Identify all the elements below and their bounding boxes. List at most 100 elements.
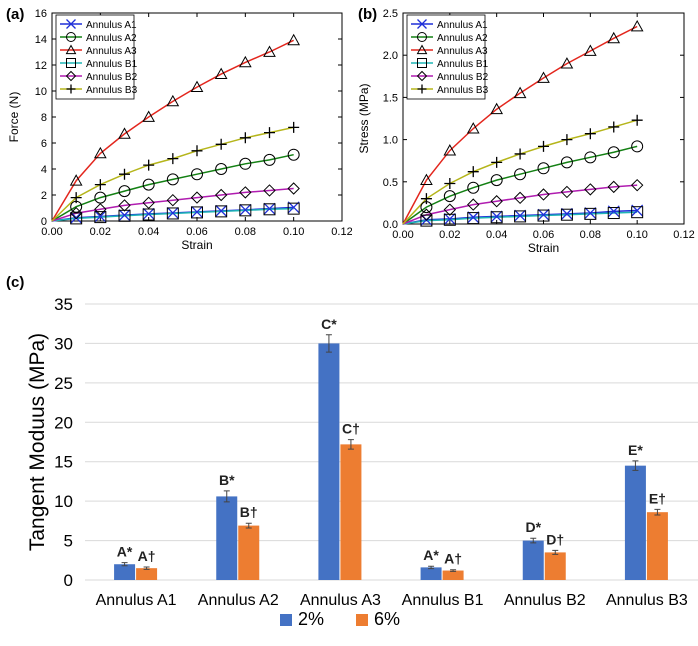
error-bar — [245, 522, 252, 529]
bar-6pct — [136, 568, 158, 580]
category-label: Annulus A3 — [300, 592, 381, 609]
data-point — [215, 205, 228, 218]
data-point — [631, 206, 644, 219]
category-label: Annulus A2 — [198, 592, 279, 609]
x-tick-label: 0.10 — [283, 226, 304, 238]
y-tick-label: 14 — [35, 34, 47, 46]
data-point — [443, 213, 456, 226]
x-tick-label: 0.10 — [626, 229, 647, 241]
y-tick-label: 4 — [41, 164, 47, 176]
data-point — [288, 121, 300, 133]
category-label: Annulus B3 — [606, 592, 688, 609]
chart-b: (b) 0.00 0.02 0.04 0.06 0.08 0.10 0.12 0.0 0.5 1.… — [357, 6, 695, 255]
data-point — [538, 140, 549, 152]
data-point — [584, 183, 597, 196]
data-point — [215, 138, 227, 150]
data-point — [119, 168, 130, 180]
legend-marker — [65, 70, 77, 82]
data-point — [514, 148, 526, 160]
y-tick-label: 6 — [41, 138, 47, 150]
error-bar — [347, 439, 354, 450]
data-point — [143, 159, 155, 171]
y-tick-label: 16 — [35, 8, 47, 20]
data-point — [607, 31, 621, 44]
data-point — [607, 146, 620, 159]
data-point — [166, 207, 179, 220]
data-point — [94, 179, 106, 191]
data-point — [607, 207, 620, 220]
data-point — [537, 209, 550, 222]
panel-label-a: (a) — [6, 6, 24, 23]
y-tick-label: 25 — [54, 374, 73, 393]
bar-2pct — [420, 567, 442, 580]
y-tick-label: 2 — [41, 190, 47, 202]
legend-box — [406, 14, 486, 100]
data-point — [118, 127, 131, 139]
legend-label: Annulus A1 — [437, 20, 488, 31]
data-point — [584, 128, 596, 140]
data-point — [630, 178, 644, 192]
data-point — [514, 210, 527, 223]
data-point — [190, 191, 204, 204]
error-bar — [428, 565, 435, 570]
x-tick-label: 0.06 — [186, 226, 207, 238]
panel-label-c: (c) — [6, 274, 24, 291]
x-tick-label: 0.08 — [580, 229, 601, 241]
y-tick-label: 5 — [64, 532, 73, 551]
data-point — [142, 178, 155, 191]
data-point — [467, 181, 480, 194]
data-point — [584, 207, 597, 220]
error-bar — [654, 508, 661, 516]
bar-annotation: A† — [138, 548, 156, 564]
data-point — [490, 211, 503, 224]
data-point — [537, 208, 550, 221]
error-bar — [530, 537, 537, 544]
legend-label: Annulus A3 — [86, 46, 137, 57]
legend-label: Annulus A2 — [86, 33, 137, 44]
legend-marker — [416, 44, 428, 55]
error-bar — [223, 490, 230, 503]
data-point — [514, 168, 527, 181]
data-point — [287, 182, 300, 195]
data-point — [142, 207, 155, 220]
data-point — [191, 205, 203, 218]
data-point — [444, 177, 456, 189]
y-tick-label: 12 — [35, 60, 47, 72]
data-point — [537, 188, 550, 201]
legend-label: Annulus B2 — [437, 72, 489, 83]
data-point — [166, 173, 179, 186]
data-point — [491, 156, 503, 168]
bar-annotation: A* — [117, 544, 133, 560]
data-point — [584, 151, 597, 164]
x-tick-label: 0.02 — [90, 226, 111, 238]
series-line-1 — [51, 153, 294, 222]
x-tick-label: 0.12 — [331, 226, 352, 238]
data-point — [263, 184, 276, 197]
data-point — [467, 166, 479, 178]
legend-label: Annulus B3 — [86, 85, 138, 96]
data-point — [215, 204, 228, 217]
bar-annotation: D† — [546, 531, 564, 547]
bar-6pct — [340, 444, 362, 580]
legend-marker — [417, 32, 427, 42]
series-line-2 — [402, 25, 638, 225]
data-point — [94, 203, 107, 216]
data-point — [467, 211, 480, 224]
y-tick-label: 0.0 — [383, 219, 398, 231]
data-point — [560, 207, 573, 220]
data-point — [490, 174, 503, 187]
bar-annotation: A† — [444, 551, 462, 567]
error-bar — [632, 460, 639, 471]
y-tick-label: 15 — [54, 453, 73, 472]
legend-marker — [66, 84, 76, 94]
data-point — [420, 173, 433, 186]
legend-label: Annulus A3 — [437, 46, 488, 57]
data-point — [513, 86, 527, 99]
y-tick-label: 10 — [35, 86, 47, 98]
error-bar — [450, 569, 457, 572]
y-axis-label: Tangent Moduus (MPa) — [26, 333, 49, 551]
x-tick-label: 0.12 — [673, 229, 694, 241]
category-label: Annulus B1 — [402, 592, 484, 609]
legend-label: Annulus B2 — [86, 72, 138, 83]
data-point — [490, 210, 503, 223]
